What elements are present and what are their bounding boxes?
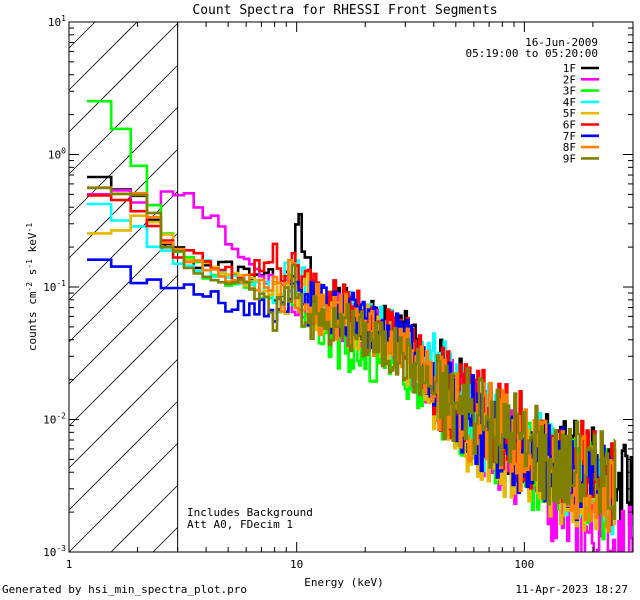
- hatch-line: [68, 275, 178, 385]
- y-tick-label: 10-2: [43, 412, 66, 427]
- legend-time-range: 05:19:00 to 05:20:00: [466, 47, 598, 60]
- legend-label-3F: 3F: [563, 85, 576, 98]
- chart-title: Count Spectra for RHESSI Front Segments: [192, 3, 497, 18]
- hatch-line: [68, 359, 178, 469]
- hatch-line: [68, 317, 178, 427]
- legend-label-9F: 9F: [563, 152, 576, 165]
- hatch-line: [68, 21, 138, 91]
- legend-label-7F: 7F: [563, 130, 576, 143]
- series-9F: [87, 186, 617, 520]
- hatch-line: [68, 233, 178, 343]
- hatch-line: [68, 65, 178, 175]
- y-tick-label: 10-1: [43, 279, 66, 294]
- legend-label-2F: 2F: [563, 73, 576, 86]
- hatch-line: [68, 443, 178, 553]
- hatch-line: [68, 23, 178, 133]
- y-tick-label: 101: [48, 14, 66, 29]
- hatch-line: [110, 485, 178, 553]
- footer-generated-by: Generated by hsi_min_spectra_plot.pro: [2, 583, 248, 596]
- legend-label-5F: 5F: [563, 107, 576, 120]
- legend-date: 16-Jun-2009: [525, 36, 598, 49]
- annotation-attenuator: Att A0, FDecim 1: [187, 518, 293, 531]
- legend-label-8F: 8F: [563, 141, 576, 154]
- legend-label-4F: 4F: [563, 96, 576, 109]
- y-tick-label: 10-3: [43, 544, 66, 559]
- hatch-line: [68, 21, 96, 49]
- x-tick-label: 10: [290, 558, 303, 571]
- footer-timestamp: 11-Apr-2023 18:27: [515, 583, 628, 596]
- series-layer: [87, 99, 633, 552]
- y-tick-label: 100: [48, 147, 66, 162]
- y-axis-label: counts cm-2 s-1 keV-1: [25, 223, 39, 351]
- x-axis-label: Energy (keV): [304, 576, 383, 589]
- legend: 16-Jun-2009 05:19:00 to 05:20:00 1F2F3F4…: [466, 36, 599, 165]
- hatch-line: [68, 149, 178, 259]
- hatch-line: [68, 107, 178, 217]
- annotation-background: Includes Background: [187, 506, 313, 519]
- hatch-line: [68, 401, 178, 511]
- axis-ticks: 1 10 100 10-3 10-2 10-1 100 101: [43, 14, 634, 571]
- hatch-line: [68, 191, 178, 301]
- x-tick-label: 1: [66, 558, 73, 571]
- legend-label-1F: 1F: [563, 62, 576, 75]
- legend-label-6F: 6F: [563, 119, 576, 132]
- hatch-line: [152, 527, 178, 553]
- excluded-energy-hatch: [68, 21, 178, 553]
- x-tick-label: 100: [514, 558, 534, 571]
